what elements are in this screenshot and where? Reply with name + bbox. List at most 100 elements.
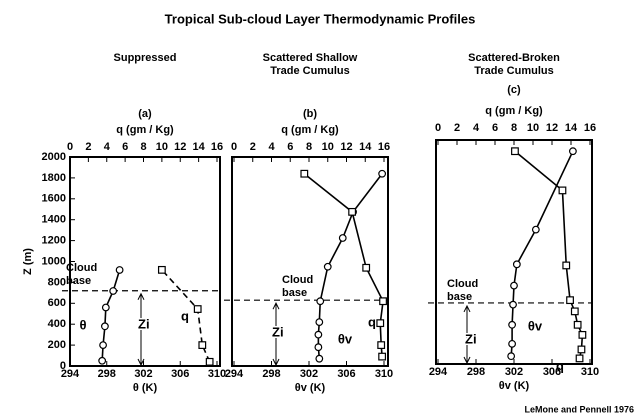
q-point — [511, 147, 519, 156]
series-label: θv — [528, 318, 543, 333]
zi-arrowhead — [137, 292, 145, 367]
q-point — [193, 305, 202, 313]
q-point — [377, 341, 386, 349]
theta-point — [98, 356, 107, 365]
x2-tick-label: 6 — [492, 122, 498, 134]
x-tick-label: 298 — [467, 366, 485, 378]
theta-point — [323, 262, 332, 271]
y-axis-label: Z (m) — [22, 248, 34, 275]
q-point — [573, 320, 582, 329]
x-tick-label: 306 — [337, 368, 355, 380]
x2-tick-label: 0 — [67, 141, 73, 153]
q-point — [578, 330, 587, 339]
theta-point — [378, 169, 387, 178]
series-label: q — [368, 314, 376, 329]
x-tick-label: 310 — [208, 368, 226, 380]
x2-axis-label: q (gm / Kg) — [281, 124, 339, 136]
x2-tick-label: 16 — [584, 122, 596, 134]
q-point — [157, 265, 166, 274]
x2-tick-label: 12 — [174, 141, 186, 153]
cloud-base-label: base — [66, 275, 91, 287]
cloud-base-label: base — [447, 291, 472, 303]
theta-point — [508, 320, 516, 329]
cloud-base-label: Cloud — [447, 278, 478, 290]
y-tick-label: 2000 — [42, 151, 66, 163]
x2-tick-label: 8 — [511, 122, 517, 134]
x2-tick-label: 6 — [122, 141, 128, 153]
x2-axis-label: q (gm / Kg) — [485, 105, 543, 117]
q-point — [562, 261, 571, 270]
panel-label: (c) — [507, 84, 521, 96]
x-axis-label: θv (K) — [295, 382, 326, 394]
zi-label: Zi — [138, 316, 150, 331]
x2-tick-label: 12 — [340, 141, 352, 153]
credit: LeMone and Pennell 1976 — [524, 404, 634, 414]
x-tick-label: 302 — [300, 368, 318, 380]
x2-tick-label: 8 — [306, 141, 312, 153]
x2-tick-label: 14 — [565, 122, 578, 134]
x2-tick-label: 2 — [250, 141, 256, 153]
zi-label: Zi — [465, 331, 477, 346]
x-axis-label: θv (K) — [499, 380, 530, 392]
x2-tick-label: 10 — [527, 122, 539, 134]
theta-point — [99, 341, 107, 350]
x2-tick-label: 0 — [435, 122, 441, 134]
panel-label: (b) — [303, 108, 317, 120]
x2-tick-label: 4 — [104, 141, 111, 153]
q-point — [348, 207, 357, 216]
panel-title: Scattered-Broken — [468, 52, 560, 64]
q-point — [378, 352, 387, 361]
x-tick-label: 298 — [98, 368, 116, 380]
q-point — [362, 263, 371, 272]
plot-frame — [231, 156, 389, 367]
x2-tick-label: 4 — [268, 141, 275, 153]
cloud-base-label: Cloud — [66, 262, 97, 274]
zi-arrowhead — [463, 304, 471, 365]
x2-tick-label: 14 — [359, 141, 372, 153]
profile-line — [161, 269, 211, 363]
x-tick-label: 310 — [581, 366, 599, 378]
panel-label: (a) — [138, 108, 152, 120]
series-label: q — [181, 308, 189, 323]
x2-tick-label: 12 — [546, 122, 558, 134]
q-point — [205, 357, 214, 366]
y-tick-label: 1000 — [42, 255, 66, 267]
x2-axis-label: q (gm / Kg) — [116, 124, 174, 136]
theta-point — [315, 354, 324, 363]
q-point — [577, 345, 586, 354]
y-tick-label: 400 — [48, 318, 66, 330]
theta-point — [109, 287, 118, 295]
theta-point — [316, 297, 325, 306]
y-tick-label: 1200 — [42, 235, 66, 247]
x-tick-label: 306 — [543, 366, 561, 378]
y-tick-label: 1600 — [42, 193, 66, 205]
theta-point — [101, 322, 109, 331]
series-label: q — [556, 358, 564, 373]
q-point — [575, 354, 584, 363]
theta-point — [508, 339, 516, 348]
q-point — [379, 297, 387, 306]
theta-point — [115, 266, 124, 274]
panel-title: Trade Cumulus — [270, 65, 349, 77]
cloud-base-label: Cloud — [282, 274, 313, 286]
x2-tick-label: 4 — [473, 122, 480, 134]
x-tick-label: 294 — [61, 368, 80, 380]
q-point — [376, 319, 385, 328]
series-label: θ — [79, 317, 86, 332]
q-point — [198, 341, 207, 349]
zi-label: Zi — [272, 324, 284, 339]
x-tick-label: 302 — [505, 366, 523, 378]
x2-tick-label: 2 — [454, 122, 460, 134]
panel-title: Scattered Shallow — [263, 52, 358, 64]
zi-arrowhead — [272, 302, 280, 367]
x2-tick-label: 10 — [156, 141, 168, 153]
x-tick-label: 298 — [262, 368, 280, 380]
x2-tick-label: 0 — [231, 141, 237, 153]
x2-tick-label: 16 — [378, 141, 390, 153]
y-tick-label: 600 — [48, 297, 66, 309]
y-tick-label: 200 — [48, 339, 66, 351]
y-tick-label: 1800 — [42, 172, 66, 184]
theta-point — [314, 330, 323, 339]
figure-title: Tropical Sub-cloud Layer Thermodynamic P… — [165, 11, 476, 26]
